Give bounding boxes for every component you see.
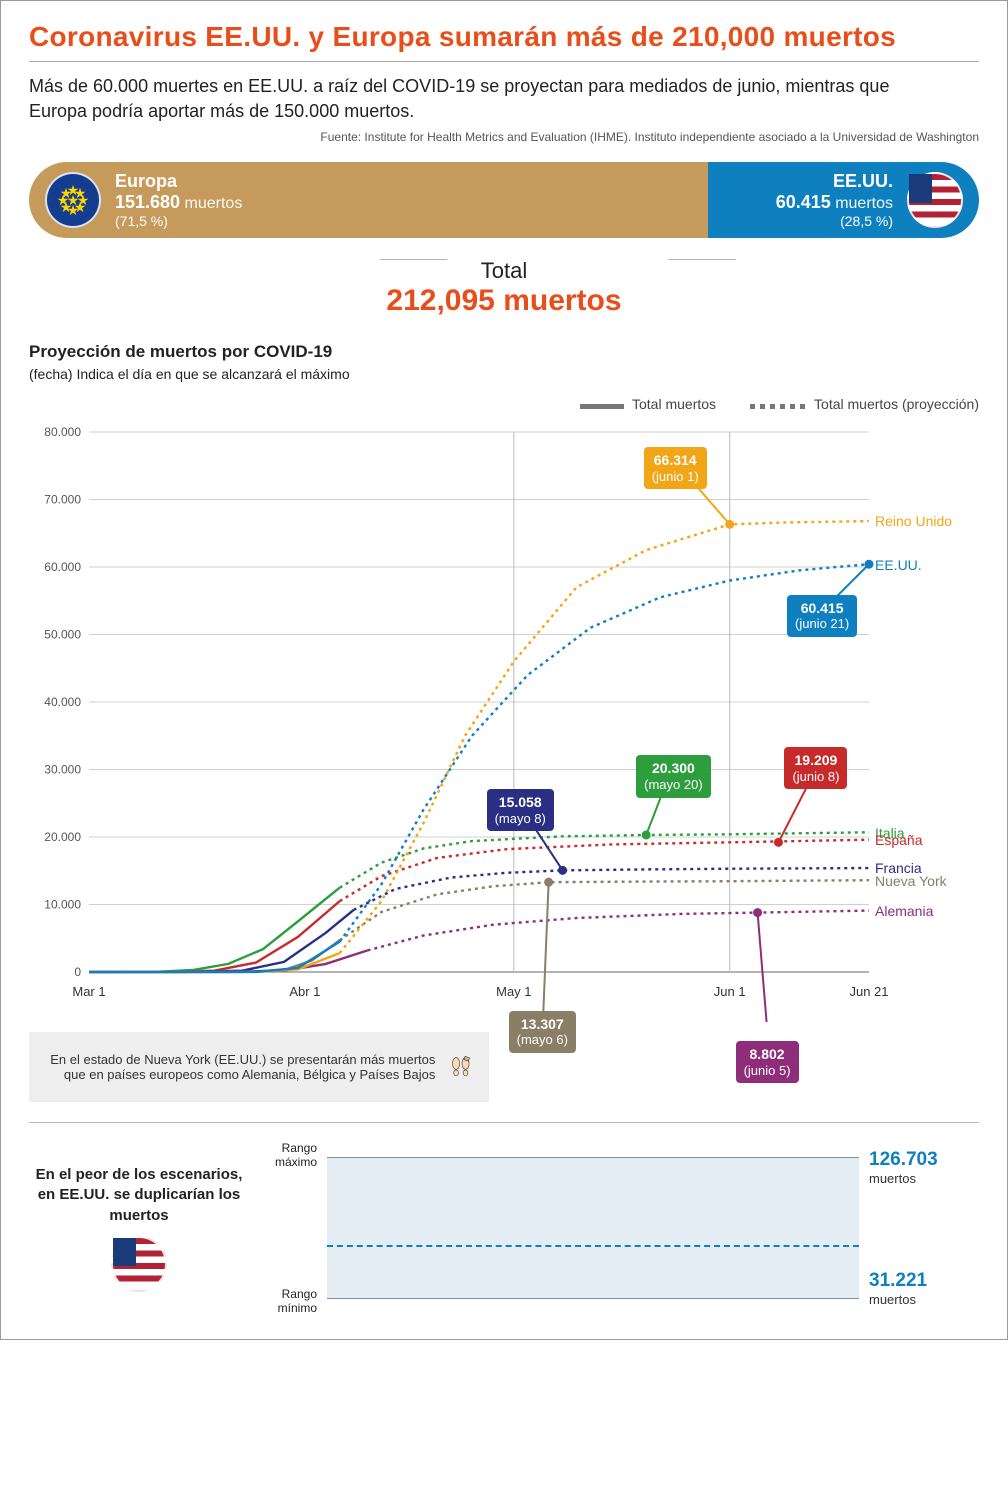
lede-text: Más de 60.000 muertes en EE.UU. a raíz d…	[29, 74, 949, 124]
svg-text:Abr 1: Abr 1	[289, 984, 320, 999]
svg-text:May 1: May 1	[496, 984, 531, 999]
split-seg-us: EE.UU. 60.415 muertos (28,5 %)	[708, 162, 979, 238]
legend-dashed: Total muertos (proyección)	[750, 396, 979, 412]
svg-text:20.000: 20.000	[44, 830, 81, 844]
split-seg-eu: Europa 151.680 muertos (71,5 %)	[29, 162, 708, 238]
range-min-value: 31.221 muertos	[869, 1270, 979, 1307]
us-pct: (28,5 %)	[776, 213, 893, 229]
eu-pct: (71,5 %)	[115, 213, 242, 229]
source-text: Fuente: Institute for Health Metrics and…	[29, 130, 979, 144]
svg-text:Jun 1: Jun 1	[714, 984, 746, 999]
legend: Total muertos Total muertos (proyección)	[29, 396, 979, 412]
svg-text:80.000: 80.000	[44, 425, 81, 439]
range-min-label: Rango mínimo	[267, 1287, 327, 1315]
svg-text:Jun 21: Jun 21	[849, 984, 888, 999]
range-max-value: 126.703 muertos	[869, 1149, 979, 1186]
worst-case-panel: En el peor de los escenarios, en EE.UU. …	[29, 1122, 979, 1313]
eu-value: 151.680	[115, 192, 180, 212]
total-value: 212,095 muertos	[29, 284, 979, 318]
us-value: 60.415	[776, 192, 831, 212]
headline: Coronavirus EE.UU. y Europa sumarán más …	[29, 21, 979, 62]
split-bar: Europa 151.680 muertos (71,5 %) EE.UU. 6…	[29, 162, 979, 238]
eu-flag-icon	[45, 172, 101, 228]
svg-text:70.000: 70.000	[44, 493, 81, 507]
svg-text:50.000: 50.000	[44, 628, 81, 642]
range-max-label: Rango máximo	[267, 1141, 327, 1169]
chart-svg: 0 10.000 20.000 30.000 40.000 50.000 60.000 70.…	[29, 422, 979, 1022]
us-flag-icon	[907, 172, 963, 228]
range-box: Rango máximo Rango mínimo 126.703 muerto…	[267, 1143, 979, 1313]
projection-chart: 0 10.000 20.000 30.000 40.000 50.000 60.000 70.…	[29, 422, 979, 1022]
ny-note-text: En el estado de Nueva York (EE.UU.) se p…	[45, 1052, 435, 1082]
chart-title: Proyección de muertos por COVID-19	[29, 342, 979, 362]
brace-group: ⎵ Total 212,095 muertos	[29, 234, 979, 318]
eu-name: Europa	[115, 171, 177, 191]
svg-text:40.000: 40.000	[44, 695, 81, 709]
ny-note: En el estado de Nueva York (EE.UU.) se p…	[29, 1032, 489, 1102]
legend-solid: Total muertos	[580, 396, 716, 412]
total-label: Total	[29, 258, 979, 284]
svg-text:60.000: 60.000	[44, 560, 81, 574]
svg-text:10.000: 10.000	[44, 898, 81, 912]
svg-text:0: 0	[74, 965, 81, 979]
eu-unit: muertos	[185, 195, 243, 212]
chart-subtitle: (fecha) Indica el día en que se alcanzar…	[29, 366, 979, 382]
svg-text:30.000: 30.000	[44, 763, 81, 777]
us-unit: muertos	[835, 195, 893, 212]
svg-text:Mar 1: Mar 1	[72, 984, 105, 999]
us-name: EE.UU.	[833, 171, 893, 191]
worst-case-text-group: En el peor de los escenarios, en EE.UU. …	[29, 1165, 249, 1292]
worst-case-text: En el peor de los escenarios, en EE.UU. …	[29, 1165, 249, 1226]
footprints-icon	[449, 1044, 473, 1090]
us-flag-icon-2	[111, 1236, 167, 1292]
chart-header: Proyección de muertos por COVID-19 (fech…	[29, 342, 979, 412]
